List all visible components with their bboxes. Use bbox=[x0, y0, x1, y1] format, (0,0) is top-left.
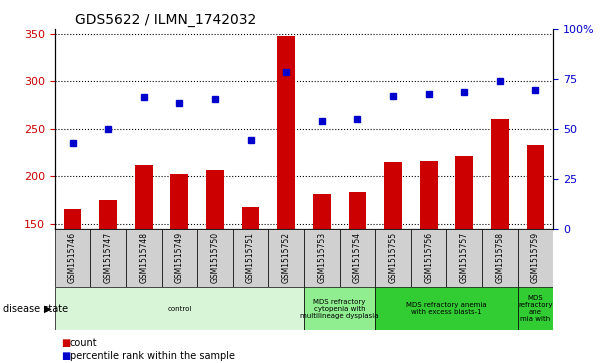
Bar bbox=[55, 287, 304, 330]
Text: percentile rank within the sample: percentile rank within the sample bbox=[70, 351, 235, 361]
Bar bbox=[375, 287, 517, 330]
Bar bbox=[455, 156, 473, 363]
Text: GSM1515749: GSM1515749 bbox=[175, 232, 184, 283]
Bar bbox=[348, 192, 366, 363]
Bar bbox=[162, 229, 197, 287]
Text: GSM1515751: GSM1515751 bbox=[246, 232, 255, 283]
Bar bbox=[491, 119, 509, 363]
Text: GSM1515758: GSM1515758 bbox=[496, 232, 505, 283]
Text: GSM1515755: GSM1515755 bbox=[389, 232, 398, 283]
Text: GSM1515747: GSM1515747 bbox=[103, 232, 112, 283]
Bar bbox=[64, 209, 81, 363]
Bar bbox=[384, 162, 402, 363]
Text: MDS refractory
cytopenia with
multilineage dysplasia: MDS refractory cytopenia with multilinea… bbox=[300, 298, 379, 319]
Bar bbox=[304, 229, 340, 287]
Bar bbox=[420, 161, 438, 363]
Bar bbox=[268, 229, 304, 287]
Text: GSM1515750: GSM1515750 bbox=[210, 232, 219, 283]
Text: GSM1515754: GSM1515754 bbox=[353, 232, 362, 283]
Text: ■: ■ bbox=[61, 351, 70, 361]
Bar bbox=[304, 287, 375, 330]
Bar bbox=[197, 229, 233, 287]
Text: GSM1515756: GSM1515756 bbox=[424, 232, 433, 283]
Bar bbox=[170, 174, 188, 363]
Bar bbox=[135, 165, 153, 363]
Bar bbox=[411, 229, 446, 287]
Bar bbox=[91, 229, 126, 287]
Bar bbox=[206, 170, 224, 363]
Bar bbox=[126, 229, 162, 287]
Bar bbox=[482, 229, 517, 287]
Text: count: count bbox=[70, 338, 97, 348]
Text: disease state: disease state bbox=[3, 303, 68, 314]
Text: MDS
refractory
ane
mia with: MDS refractory ane mia with bbox=[518, 295, 553, 322]
Bar bbox=[340, 229, 375, 287]
Text: GSM1515753: GSM1515753 bbox=[317, 232, 326, 283]
Bar bbox=[99, 200, 117, 363]
Bar bbox=[517, 287, 553, 330]
Bar bbox=[527, 145, 544, 363]
Bar bbox=[375, 229, 411, 287]
Bar bbox=[241, 207, 260, 363]
Text: MDS refractory anemia
with excess blasts-1: MDS refractory anemia with excess blasts… bbox=[406, 302, 487, 315]
Text: GSM1515752: GSM1515752 bbox=[282, 232, 291, 283]
Text: GSM1515746: GSM1515746 bbox=[68, 232, 77, 283]
Bar bbox=[233, 229, 268, 287]
Text: control: control bbox=[167, 306, 192, 311]
Text: ■: ■ bbox=[61, 338, 70, 348]
Bar bbox=[313, 195, 331, 363]
Text: GSM1515759: GSM1515759 bbox=[531, 232, 540, 283]
Bar bbox=[277, 36, 295, 363]
Text: ▶: ▶ bbox=[44, 303, 52, 314]
Bar bbox=[55, 229, 91, 287]
Text: GDS5622 / ILMN_1742032: GDS5622 / ILMN_1742032 bbox=[75, 13, 256, 26]
Text: GSM1515748: GSM1515748 bbox=[139, 232, 148, 283]
Bar bbox=[446, 229, 482, 287]
Bar bbox=[517, 229, 553, 287]
Text: GSM1515757: GSM1515757 bbox=[460, 232, 469, 283]
